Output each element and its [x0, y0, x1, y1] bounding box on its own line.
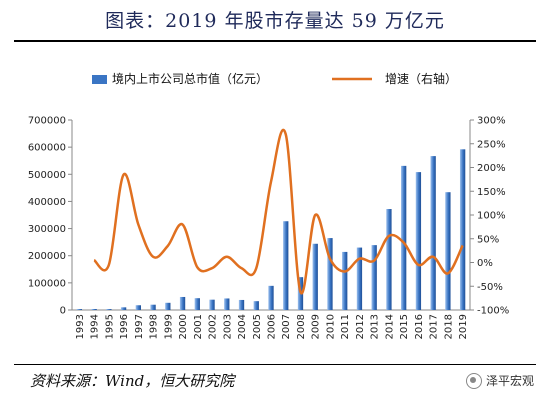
right-tick-label: 300%	[477, 116, 506, 127]
source-note: 资料来源：Wind，恒大研究院	[30, 372, 235, 390]
bar-2016	[415, 172, 422, 310]
x-tick-label: 2001	[193, 314, 204, 339]
chart-title: 图表：2019 年股市存量达 59 万亿元	[105, 10, 445, 32]
x-tick-label: 2004	[237, 314, 248, 339]
bar-2011	[342, 251, 348, 310]
x-tick-label: 1995	[104, 314, 115, 339]
bar-2012	[356, 247, 363, 310]
x-tick-label: 2015	[399, 314, 410, 339]
x-tick-label: 2016	[414, 314, 425, 339]
bar-2000	[179, 296, 186, 310]
left-tick-label: 500000	[28, 170, 66, 181]
growth-line	[93, 128, 464, 295]
wechat-icon	[466, 372, 482, 389]
bar-1994	[91, 308, 97, 310]
bar-1997	[135, 305, 141, 310]
watermark-text: 泽平宏观	[486, 374, 535, 388]
x-tick-label: 2011	[340, 314, 351, 339]
line-series	[93, 128, 464, 295]
legend-line-label: 增速（右轴）	[385, 71, 457, 86]
bar-2015	[401, 165, 407, 310]
bar-1998	[150, 304, 156, 310]
x-tick-label: 2009	[311, 314, 322, 339]
bar-series	[76, 149, 466, 310]
bar-1999	[165, 302, 171, 310]
bar-2003	[224, 298, 230, 310]
x-tick-label: 2000	[178, 314, 189, 339]
right-tick-label: 150%	[477, 187, 506, 198]
right-tick-label: 200%	[477, 163, 506, 174]
legend: 境内上市公司总市值（亿元） 增速（右轴）	[92, 71, 457, 86]
bar-2018	[445, 192, 451, 310]
x-tick-label: 2010	[325, 314, 336, 339]
bar-2005	[253, 301, 259, 310]
right-tick-label: -50%	[477, 282, 503, 293]
bar-1995	[106, 309, 112, 310]
x-tick-label: 2018	[443, 314, 454, 339]
x-tick-label: 1993	[75, 314, 86, 339]
x-tick-label: 2013	[370, 314, 381, 339]
legend-bar-label: 境内上市公司总市值（亿元）	[112, 71, 268, 86]
right-tick-label: 100%	[477, 211, 506, 222]
left-tick-label: 400000	[28, 197, 66, 208]
bar-2019	[459, 149, 466, 310]
x-tick-label: 2002	[208, 314, 219, 339]
left-tick-label: 700000	[28, 116, 66, 127]
right-tick-label: -100%	[477, 306, 509, 317]
bar-2014	[386, 209, 392, 310]
title-rule	[14, 40, 536, 42]
right-tick-label: 50%	[477, 234, 499, 245]
x-tick-label: 1998	[149, 314, 160, 339]
right-tick-label: 0%	[477, 258, 493, 269]
x-tick-label: 2006	[267, 314, 278, 339]
left-tick-label: 0	[60, 306, 66, 317]
x-tick-label: 2005	[252, 314, 263, 339]
x-tick-label: 1997	[134, 314, 145, 339]
left-tick-label: 300000	[28, 224, 66, 235]
watermark: 泽平宏观	[466, 372, 534, 389]
x-tick-label: 2003	[222, 314, 233, 339]
chart: 境内上市公司总市值（亿元） 增速（右轴） 0 100000 200000 300000…	[28, 71, 509, 339]
bar-2001	[194, 298, 200, 310]
x-tick-label: 2017	[429, 314, 440, 339]
x-tick-label: 2012	[355, 314, 366, 339]
right-tick-label: 250%	[477, 139, 506, 150]
bar-2010	[327, 238, 333, 310]
x-tick-label: 2008	[296, 314, 307, 339]
axes: 0 100000 200000 300000 400000 500000 600000 700…	[28, 116, 509, 317]
bar-2013	[371, 245, 377, 310]
left-tick-label: 100000	[28, 278, 66, 289]
x-tick-label: 2019	[458, 314, 469, 339]
x-tick-label: 1996	[119, 314, 130, 339]
bar-1996	[120, 307, 127, 310]
x-tick-label: 1999	[163, 314, 174, 339]
x-tick-label: 1994	[90, 314, 101, 339]
x-tick-label: 2014	[384, 314, 395, 339]
bar-2009	[312, 243, 318, 310]
legend-bar-swatch	[92, 75, 107, 84]
footer-rule	[14, 364, 536, 365]
x-axis-labels: 1993 1994 1995 1996 1997 1998 1999 2000 2001 2002…	[75, 314, 469, 339]
bar-2002	[209, 299, 215, 310]
bar-2006	[268, 285, 274, 310]
bar-2007	[283, 221, 289, 310]
left-tick-label: 200000	[28, 251, 66, 262]
bar-2004	[238, 299, 245, 310]
left-tick-label: 600000	[28, 143, 66, 154]
bar-2017	[430, 156, 436, 310]
x-tick-label: 2007	[281, 314, 292, 339]
bar-1993	[76, 309, 83, 310]
